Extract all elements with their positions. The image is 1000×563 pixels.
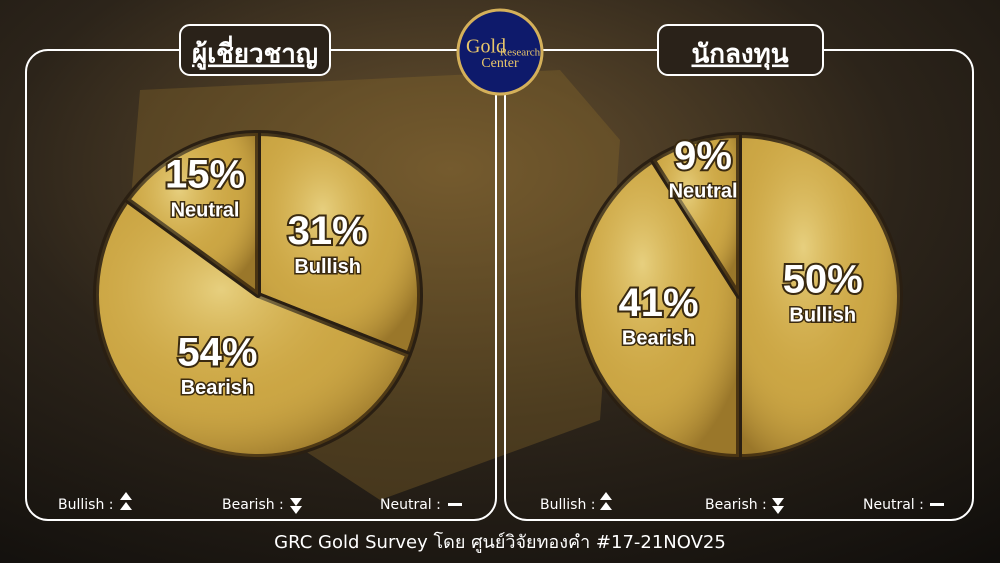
category-label: Bearish <box>181 377 254 399</box>
logo <box>456 8 544 96</box>
legend-label: Bullish : <box>540 497 595 513</box>
value-label: 41% <box>619 281 699 325</box>
bearish-icon <box>772 498 784 514</box>
bearish-icon <box>290 498 302 514</box>
legend-label: Bearish : <box>705 497 767 513</box>
logo-text: Research <box>500 47 541 59</box>
footer: GRC Gold Survey โดย ศูนย์วิจัยทองคำ #17-… <box>274 531 726 553</box>
legend-label: Bullish : <box>58 497 113 513</box>
category-label: Neutral <box>171 199 240 221</box>
legend-icons <box>120 492 944 514</box>
legend-label: Bearish : <box>222 497 284 513</box>
legend-label: Neutral : <box>380 497 441 513</box>
legend-label: Neutral : <box>863 497 924 513</box>
category-label: Bearish <box>622 328 695 350</box>
category-label: Bullish <box>789 304 856 326</box>
chart-title: ผู้เชี่ยวชาญ <box>192 35 318 71</box>
title-tab <box>657 24 824 76</box>
category-label: Bullish <box>294 256 361 278</box>
neutral-icon <box>930 503 944 506</box>
value-label: 50% <box>783 258 863 302</box>
logo-text: Gold <box>466 36 506 58</box>
value-label: 9% <box>674 134 732 178</box>
logo-text: Center <box>481 56 519 71</box>
chart-title: นักลงทุน <box>691 40 788 71</box>
bullish-icon <box>120 492 132 510</box>
bullish-icon <box>600 492 612 510</box>
neutral-icon <box>448 503 462 506</box>
value-label: 54% <box>177 330 257 374</box>
category-label: Neutral <box>669 181 738 203</box>
title-tab <box>179 24 331 76</box>
value-label: 15% <box>165 153 245 197</box>
value-label: 31% <box>288 209 368 253</box>
